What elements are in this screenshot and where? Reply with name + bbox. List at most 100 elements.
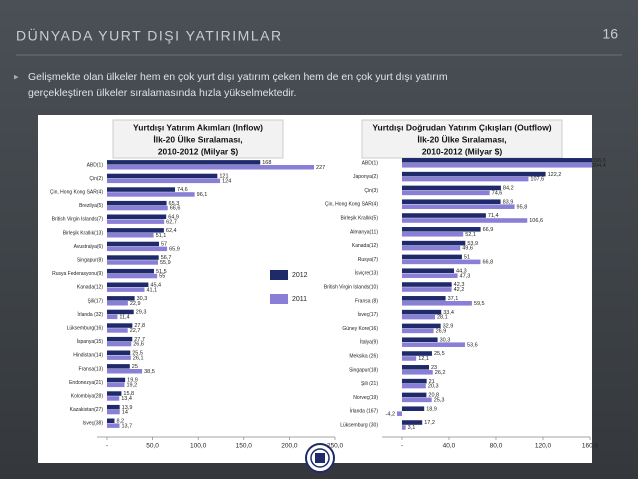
data-label: 59,5: [474, 301, 485, 307]
y-tick-label: Kanada(12): [77, 285, 103, 291]
bars: [107, 160, 315, 428]
y-tick-label: Singapur(8): [77, 258, 103, 264]
data-label: 3,1: [408, 425, 416, 431]
bar: [401, 425, 406, 430]
bar: [401, 370, 433, 375]
data-label: 26,2: [435, 370, 446, 376]
data-label: 38,5: [144, 369, 155, 375]
data-label: 30,3: [137, 296, 148, 302]
y-tick-label: Norveç(19): [353, 395, 378, 401]
bar: [107, 350, 131, 355]
data-label: 107,6: [530, 177, 544, 183]
bar: [401, 254, 462, 260]
data-label: 227: [316, 165, 325, 171]
bar: [401, 351, 432, 356]
data-label: 83,9: [503, 199, 514, 205]
data-label: 84,2: [503, 186, 514, 192]
logo: [305, 443, 335, 473]
chart-title-box: [361, 119, 563, 159]
legend-label: 2012: [292, 272, 308, 279]
y-tick-label: Birleşik Krallık(5): [340, 216, 378, 222]
bar: [107, 214, 167, 219]
bar: [401, 309, 442, 315]
data-label: 25,5: [434, 351, 445, 357]
bullet-marker: ▸: [14, 71, 19, 81]
bar: [107, 409, 120, 415]
bar: [107, 341, 132, 347]
data-label: 51,5: [156, 269, 167, 275]
slide-title: DÜNYADA YURT DIŞI YATIRIMLAR: [16, 27, 283, 44]
bar: [107, 228, 164, 233]
bar: [401, 323, 441, 329]
data-label: 26,9: [436, 329, 447, 335]
y-tick-label: İtalya(9): [360, 339, 378, 346]
bar: [401, 406, 425, 411]
y-tick-label: ABD(1): [87, 162, 104, 168]
y-tick-label: Avustralya(6): [74, 244, 104, 250]
y-tick-label: Kolombiya(28): [71, 394, 104, 400]
page-number: 16: [602, 26, 618, 42]
data-label: 26,6: [133, 342, 144, 348]
data-label: 44,3: [456, 268, 467, 274]
y-tick-label: Rusya(7): [358, 257, 379, 263]
data-label: 27,7: [134, 337, 145, 343]
bar: [401, 268, 455, 273]
bar: [107, 260, 158, 265]
bar: [401, 378, 427, 384]
bar: [107, 178, 221, 184]
bar: [107, 282, 149, 287]
bar: [401, 190, 490, 196]
data-label: 122,2: [548, 172, 562, 178]
bar: [107, 314, 118, 320]
data-label: 53,9: [467, 241, 478, 247]
y-tick-label: Kazakistan(27): [70, 407, 104, 413]
data-label: 45,4: [150, 282, 161, 288]
y-tick-label: Kanada(12): [352, 243, 378, 249]
y-tick-label: Şili (21): [361, 381, 378, 387]
y-tick-label: Rusya Federasyonu(9): [52, 271, 103, 277]
chart-title: İlk-20 Ülke Sıralaması,: [153, 134, 242, 144]
data-label: 13,4: [121, 396, 132, 402]
data-label: 27,8: [134, 323, 145, 329]
bar: [401, 171, 546, 177]
bar: [107, 192, 195, 197]
bar: [107, 364, 130, 369]
data-label: 18,9: [426, 406, 437, 412]
y-tick-label: Japonya(2): [353, 174, 378, 180]
bar: [107, 369, 143, 374]
bar: [107, 287, 145, 292]
y-tick-label: Fransa (8): [355, 298, 378, 304]
bar: [107, 219, 165, 224]
y-tick-label: British Virgin Islands(10): [324, 285, 378, 291]
bar: [107, 404, 120, 410]
data-label: 168: [262, 160, 271, 166]
y-tick-label: Meksika (26): [349, 354, 378, 360]
bar: [107, 309, 134, 315]
data-label: 20,3: [428, 384, 439, 390]
bar: [107, 396, 120, 401]
data-label: 32,9: [443, 324, 454, 330]
data-label: 23: [431, 365, 437, 371]
data-label: 51,1: [156, 233, 167, 239]
bar: [401, 176, 529, 182]
chart-title: Yurtdışı Yatırım Akımları (Inflow): [133, 122, 263, 132]
data-label: 47,3: [460, 273, 471, 279]
y-tick-label: British Virgin Islands(7): [52, 217, 104, 223]
x-tick-label: 120,0: [535, 443, 552, 450]
x-tick-label: 100,0: [190, 443, 207, 450]
bar: [401, 213, 486, 218]
data-label: 13,9: [122, 405, 133, 411]
data-label: 304,4: [592, 163, 606, 169]
bar: [107, 268, 154, 274]
data-label: 65,9: [169, 247, 180, 253]
bar: [107, 173, 218, 179]
y-tick-label: İsviçre(13): [355, 270, 379, 277]
data-label: 96,1: [197, 192, 208, 198]
bar: [401, 204, 515, 209]
bar: [401, 296, 446, 301]
bar: [107, 255, 159, 260]
bar: [107, 246, 168, 252]
data-label: 25,3: [434, 398, 445, 404]
bar: [107, 377, 126, 383]
bar: [401, 245, 461, 251]
